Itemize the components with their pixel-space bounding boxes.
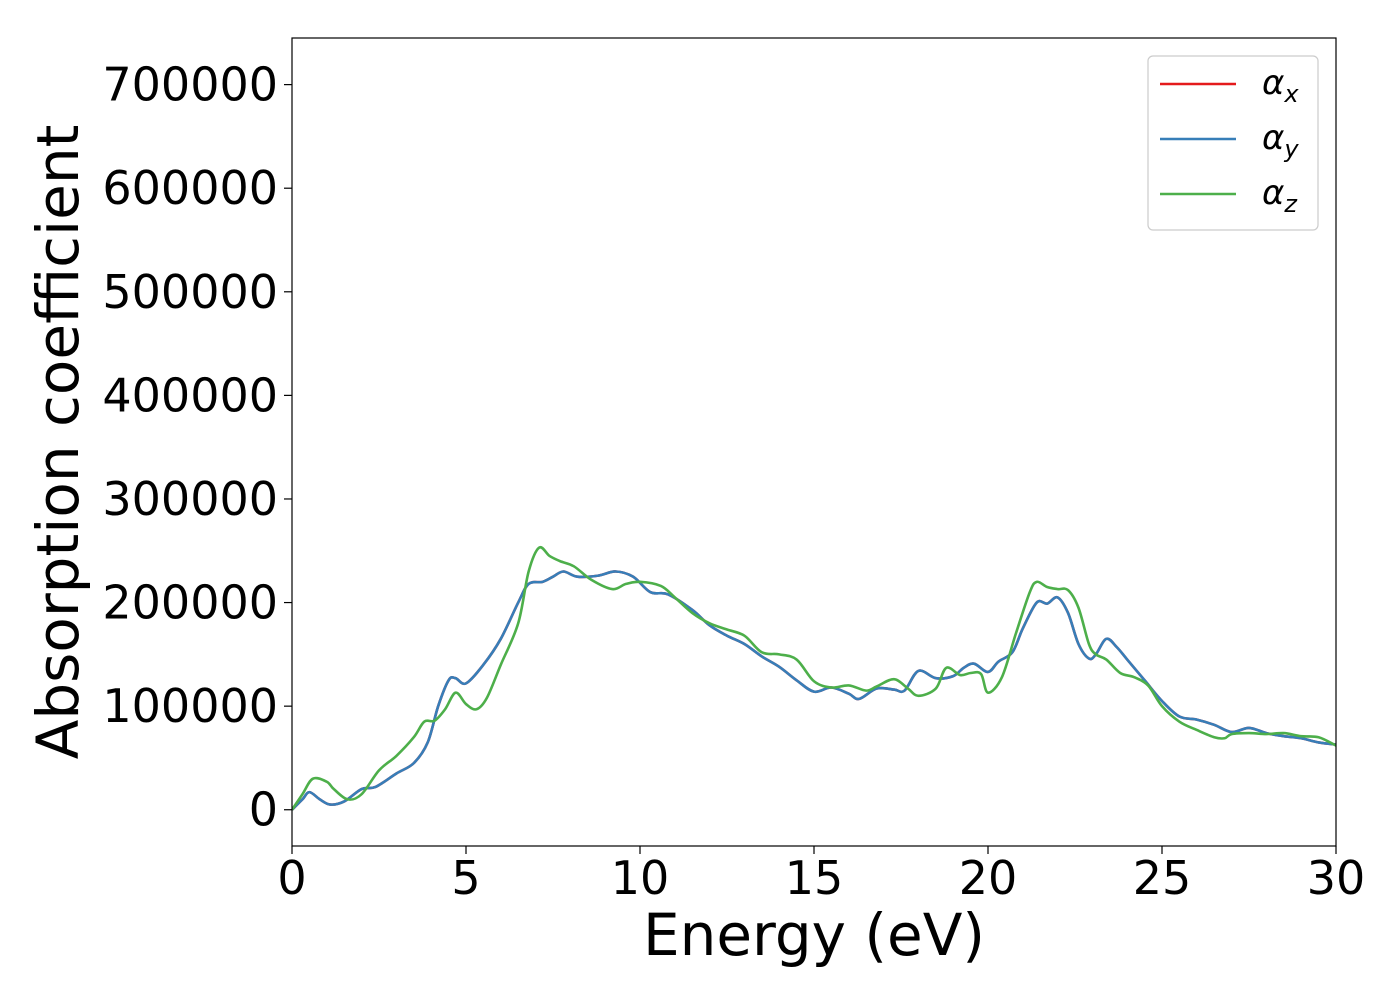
y-tick-label: 200000 xyxy=(102,576,278,630)
legend-label-y: αy xyxy=(1262,118,1299,163)
y-tick-label: 700000 xyxy=(102,58,278,112)
y-tick-label: 100000 xyxy=(102,679,278,733)
y-axis-title: Absorption coefficient xyxy=(24,125,92,760)
legend-label-z: αz xyxy=(1262,173,1298,218)
y-axis: 0 100000 200000 300000 400000 500000 600000 700… xyxy=(102,58,292,837)
x-axis: 0 5 10 15 20 25 30 xyxy=(277,846,1365,905)
series-layer xyxy=(292,545,1336,811)
legend-box xyxy=(1147,55,1319,231)
y-tick-label: 400000 xyxy=(102,368,278,422)
x-tick-label: 20 xyxy=(959,851,1018,905)
x-tick-label: 5 xyxy=(451,851,480,905)
legend-label-x: αx xyxy=(1262,63,1299,108)
y-tick-label: 500000 xyxy=(102,265,278,319)
x-tick-label: 0 xyxy=(277,851,306,905)
x-tick-label: 30 xyxy=(1307,851,1366,905)
y-tick-label: 600000 xyxy=(102,161,278,215)
y-tick-label: 300000 xyxy=(102,472,278,526)
x-tick-label: 15 xyxy=(785,851,844,905)
x-axis-title: Energy (eV) xyxy=(643,901,985,969)
y-tick-label: 0 xyxy=(249,783,278,837)
series-line-z xyxy=(292,545,1336,811)
legend-items: αx αy αz xyxy=(1160,63,1299,218)
series-line-y xyxy=(292,570,1336,811)
x-tick-label: 25 xyxy=(1133,851,1192,905)
x-tick-label: 10 xyxy=(611,851,670,905)
legend: αx αy αz xyxy=(1147,55,1319,231)
